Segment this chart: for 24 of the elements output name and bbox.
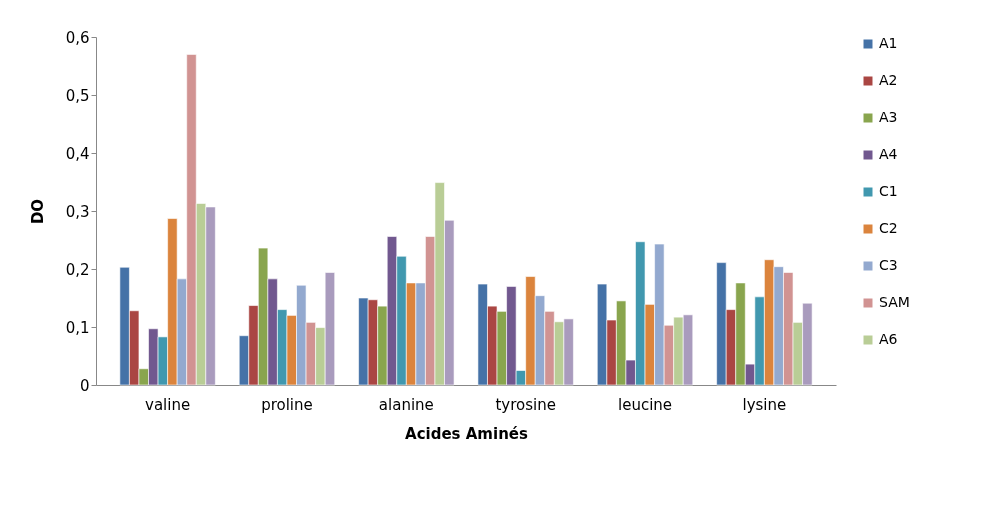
x-tick-label: tyrosine [495,395,556,414]
x-tick-label: lysine [742,395,787,414]
y-tick-label: 0 [79,376,90,395]
y-tick-label: 0,3 [65,202,90,221]
x-tick-label: valine [145,395,191,414]
legend-label: SAM [879,294,910,310]
legend-label: A3 [879,109,898,125]
legend-label: A2 [879,72,898,88]
x-tick-label: proline [261,395,313,414]
y-tick-label: 0,4 [65,144,90,163]
legend-label: A1 [879,35,898,51]
legend-label: A4 [879,146,898,162]
x-axis-title: Acides Aminés [405,424,528,443]
y-tick-label: 0,5 [65,86,90,105]
y-tick-label: 0,6 [65,28,90,47]
legend-label: A6 [879,331,898,347]
x-tick-label: leucine [618,395,673,414]
legend-label: C2 [879,220,898,236]
y-tick-label: 0,2 [65,260,90,279]
y-tick-label: 0,1 [65,318,90,337]
legend-label: C3 [879,257,898,273]
x-tick-label: alanine [378,395,434,414]
legend-label: C1 [879,183,898,199]
y-axis-title: DO [28,198,47,225]
